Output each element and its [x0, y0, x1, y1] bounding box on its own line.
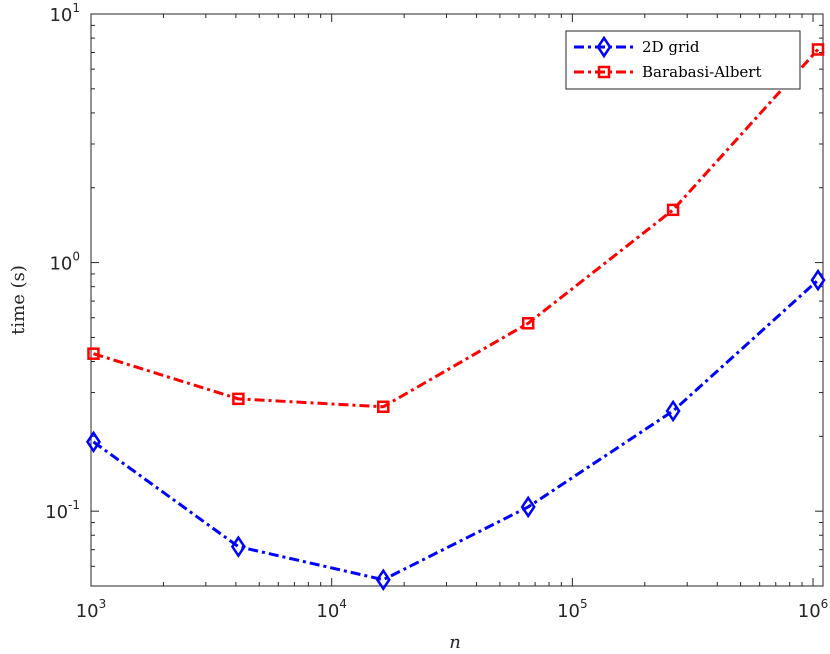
data-point — [87, 347, 100, 360]
data-point — [666, 203, 680, 217]
y-axis-title: time (s) — [8, 265, 29, 335]
x-tick-label: 106 — [798, 597, 829, 622]
x-axis: 103 104 105 106 — [76, 14, 829, 622]
data-point — [521, 317, 535, 330]
plot-area — [90, 13, 824, 587]
x-tick-label: 103 — [76, 597, 107, 622]
data-point — [665, 399, 681, 423]
x-tick-label: 105 — [557, 597, 588, 622]
data-point — [85, 430, 101, 454]
data-point — [375, 568, 391, 591]
plot-frame — [90, 13, 824, 587]
data-point — [377, 400, 390, 414]
legend-marker — [597, 65, 611, 79]
legend-label: Barabasi-Albert — [642, 63, 762, 81]
legend: 2D grid Barabasi-Albert — [565, 30, 801, 90]
series-layer — [85, 43, 826, 591]
y-tick-label: 10-1 — [45, 498, 80, 523]
data-point — [232, 392, 245, 406]
series-2d-grid — [85, 268, 826, 591]
series-line — [93, 48, 820, 409]
data-point — [810, 268, 826, 292]
legend-label: 2D grid — [642, 38, 700, 56]
x-tick-label: 104 — [316, 597, 347, 622]
data-point — [811, 43, 825, 56]
legend-marker — [596, 35, 612, 59]
y-tick-label: 100 — [49, 250, 80, 275]
data-point — [230, 535, 246, 558]
legend-item: 2D grid — [574, 35, 700, 59]
y-axis: 10-1 100 101 — [45, 1, 823, 587]
series-line — [92, 279, 820, 582]
x-axis-title: n — [449, 632, 461, 653]
series-barabasi-albert — [87, 43, 825, 414]
legend-item: Barabasi-Albert — [574, 63, 762, 81]
y-tick-label: 101 — [49, 1, 80, 26]
data-point — [520, 495, 536, 519]
